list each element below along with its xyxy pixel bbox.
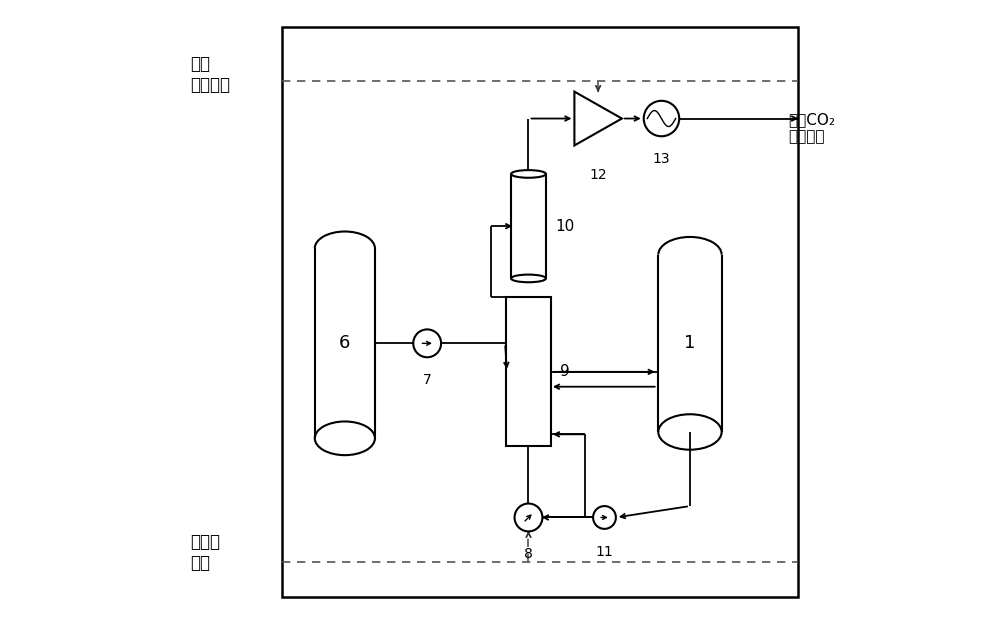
Circle shape bbox=[644, 100, 679, 136]
Text: 电厂
多余电能: 电厂 多余电能 bbox=[190, 55, 230, 94]
Text: 汽轮机
抽汽: 汽轮机 抽汽 bbox=[190, 533, 220, 572]
Text: 1: 1 bbox=[684, 335, 696, 352]
Circle shape bbox=[593, 506, 616, 529]
Text: 7: 7 bbox=[423, 373, 432, 387]
Text: 9: 9 bbox=[560, 364, 570, 379]
Ellipse shape bbox=[511, 275, 546, 282]
Text: 12: 12 bbox=[589, 168, 607, 182]
Text: 高压CO₂
储存系统: 高压CO₂ 储存系统 bbox=[788, 112, 835, 144]
Text: 8: 8 bbox=[524, 547, 533, 561]
Circle shape bbox=[413, 329, 441, 357]
Bar bbox=[506, 298, 551, 446]
Bar bbox=[282, 27, 798, 597]
Bar bbox=[511, 174, 546, 279]
Text: 13: 13 bbox=[653, 152, 670, 166]
Text: 10: 10 bbox=[555, 219, 575, 233]
Ellipse shape bbox=[511, 170, 546, 178]
Polygon shape bbox=[574, 92, 622, 146]
Text: 6: 6 bbox=[339, 335, 351, 352]
Circle shape bbox=[515, 504, 542, 532]
Text: 11: 11 bbox=[596, 544, 613, 558]
